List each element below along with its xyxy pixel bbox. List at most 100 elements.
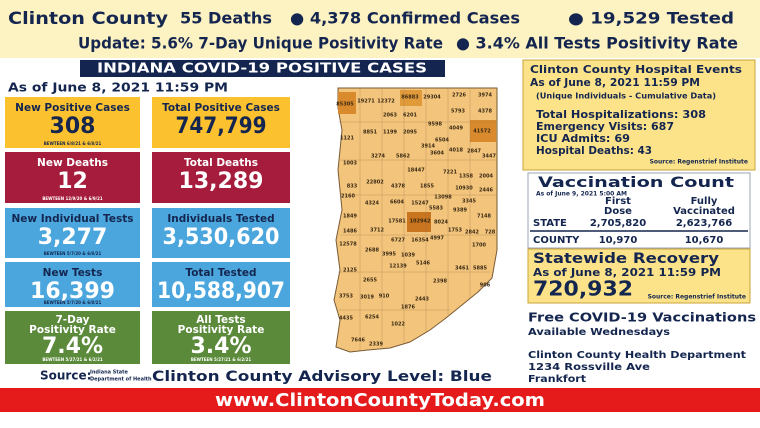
recovery-box <box>527 248 751 304</box>
header-text: 55 Deaths <box>180 9 272 28</box>
stat-value: 12 <box>57 169 88 194</box>
vaccine-info: Free COVID-19 Vaccinations <box>528 311 756 325</box>
stat-box <box>152 97 290 148</box>
hospital-source: Source: Regenstrief Institute <box>650 159 748 166</box>
stat-box <box>5 311 140 364</box>
vaccination-title: Vaccination Count <box>538 175 734 191</box>
stat-title: Total Tested <box>185 267 256 279</box>
county-count: 3447 <box>482 154 496 160</box>
vaccine-info: Available Wednesdays <box>528 327 670 338</box>
logo-text: Department of Health <box>90 377 152 383</box>
stat-title: Total Positive Cases <box>162 102 280 114</box>
county-count: 3274 <box>371 154 385 160</box>
county-count: 910 <box>379 294 390 300</box>
county-shade <box>400 90 422 106</box>
county-count: 5793 <box>451 109 465 115</box>
county-count: 3914 <box>421 144 435 150</box>
county-count: 9598 <box>428 122 442 128</box>
county-count: 9389 <box>453 208 467 214</box>
advisory: Clinton County Advisory Level: Blue <box>152 369 492 385</box>
stat-note: BEWTEEN 5/27/21 & 6/2/21 <box>191 357 252 362</box>
county-count: 2726 <box>452 93 466 99</box>
county-count: 4997 <box>430 236 444 242</box>
header-text: ● 4,378 Confirmed Cases <box>290 9 520 28</box>
county-count: 22802 <box>366 180 384 186</box>
county-count: 1855 <box>420 184 434 190</box>
column-header: Fully <box>691 196 718 207</box>
county-count: 12139 <box>389 264 407 270</box>
stat-value: 308 <box>50 114 96 139</box>
stat-value: 10,588,907 <box>157 279 285 304</box>
title-bar-text: INDIANA COVID-19 POSITIVE CASES <box>97 62 427 77</box>
county-count: 7646 <box>351 338 365 344</box>
header-text: ● 3.4% All Tests Positivity Rate <box>456 34 738 53</box>
address: Frankfort <box>528 374 586 385</box>
hospital-note: (Unique Individuals - Cumulative Data) <box>536 92 716 101</box>
stat-title: New Individual Tests <box>12 213 134 225</box>
column-header: Dose <box>604 206 632 217</box>
county-lines <box>338 88 497 350</box>
stat-title: New Deaths <box>37 157 108 169</box>
stat-title: Positivity Rate <box>178 324 265 336</box>
stat-box <box>5 97 140 148</box>
county-count: 5146 <box>416 261 430 267</box>
stat-value: 3,530,620 <box>163 225 280 250</box>
hospital-line: ICU Admits: 69 <box>536 132 630 145</box>
hospital-box <box>522 59 756 171</box>
stat-box <box>152 311 290 364</box>
county-count: 102942 <box>410 219 431 225</box>
header-text: Update: 5.6% 7-Day Unique Positivity Rat… <box>78 34 443 53</box>
county-count: 4378 <box>478 109 492 115</box>
stat-title: Individuals Tested <box>167 213 274 225</box>
indiana-map: 85305 19271 12372 86883 29304 2726 3974 2063 620… <box>333 87 498 353</box>
stat-value: 3.4% <box>190 334 251 359</box>
county-count: 2688 <box>365 248 379 254</box>
address: 1234 Rossville Ave <box>528 362 650 373</box>
cell: 2,705,820 <box>590 218 646 229</box>
county-count: 4324 <box>365 201 379 207</box>
stat-value: 747,799 <box>176 114 267 139</box>
county-count: 5862 <box>396 154 410 160</box>
county-count: 16354 <box>411 238 429 244</box>
website[interactable]: www.ClintonCountyToday.com <box>215 390 545 411</box>
county-count: 3753 <box>339 294 353 300</box>
recovery-source: Source: Regenstrief Institute <box>648 294 746 301</box>
county-count: 29304 <box>423 95 441 101</box>
stat-title: New Positive Cases <box>15 102 130 114</box>
stat-box <box>152 262 290 307</box>
county-count: 19271 <box>357 99 375 105</box>
county-count: 1003 <box>343 161 357 167</box>
county-count: 1022 <box>391 322 405 328</box>
title-bar <box>80 60 445 77</box>
hospital-as-of: As of June 8, 2021 11:59 PM <box>530 76 700 89</box>
recovery-value: 720,932 <box>533 277 633 301</box>
header-text: Clinton County <box>8 9 168 29</box>
stat-note: BEWTEEN 5/7/20 & 6/8/21 <box>44 251 102 256</box>
county-count: 17581 <box>388 219 406 225</box>
stat-title: 7-Day <box>56 314 90 326</box>
stat-box <box>5 152 140 203</box>
logo-text: Indiana State <box>90 370 129 376</box>
source-label: Source: <box>40 369 91 383</box>
county-count: 85305 <box>336 102 354 108</box>
vaccination-as-of: As of June 9, 2021 5:00 AM <box>536 191 627 198</box>
county-count: 1039 <box>401 253 415 259</box>
row-label: COUNTY <box>533 235 580 246</box>
recovery-title: Statewide Recovery <box>533 251 719 267</box>
county-count: 1700 <box>472 243 486 249</box>
hospital-line: Emergency Visits: 687 <box>536 120 674 133</box>
county-count: 2842 <box>465 230 479 236</box>
county-count: 3712 <box>370 228 384 234</box>
county-count: 4049 <box>449 126 463 132</box>
header-text: ● 19,529 Tested <box>568 9 734 28</box>
stat-value: 7.4% <box>42 334 103 359</box>
as-of: As of June 8, 2021 11:59 PM <box>8 81 228 95</box>
row-label: STATE <box>533 218 567 229</box>
stat-title: New Tests <box>43 267 103 279</box>
stat-title: All Tests <box>196 314 245 326</box>
cell: 2,623,766 <box>676 218 732 229</box>
county-count: 3461 <box>455 266 469 272</box>
stat-value: 16,399 <box>30 279 115 304</box>
county-count: 2063 <box>383 113 397 119</box>
